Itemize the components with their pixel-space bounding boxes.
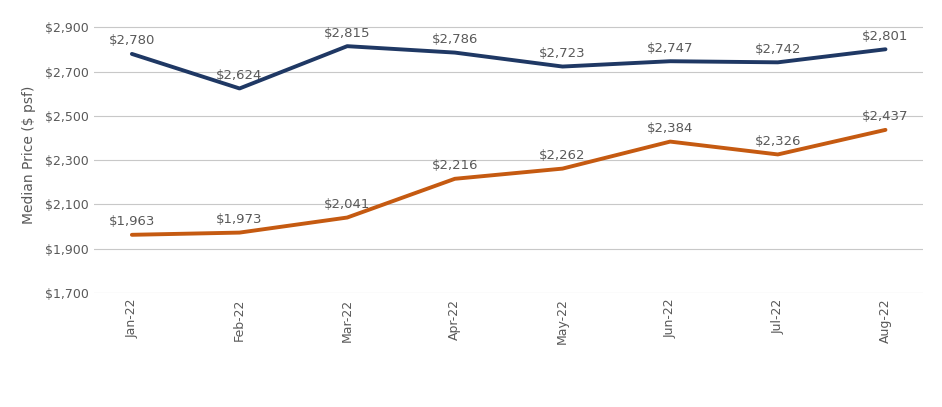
- Text: $2,801: $2,801: [862, 30, 909, 43]
- Text: $2,747: $2,747: [647, 42, 693, 55]
- CCR: [449, 50, 461, 55]
- Text: $2,384: $2,384: [647, 122, 693, 135]
- Text: $2,216: $2,216: [431, 159, 479, 172]
- Text: $2,786: $2,786: [431, 33, 478, 46]
- CCR: [880, 47, 891, 52]
- RCR: [664, 139, 675, 144]
- Text: $2,437: $2,437: [862, 110, 909, 123]
- RCR: [449, 176, 461, 181]
- Text: $2,780: $2,780: [108, 34, 155, 47]
- Text: $2,624: $2,624: [217, 69, 263, 82]
- Y-axis label: Median Price ($ psf): Median Price ($ psf): [23, 85, 37, 224]
- Text: $1,973: $1,973: [217, 213, 263, 226]
- CCR: [664, 59, 675, 63]
- RCR: [557, 166, 568, 171]
- Text: $1,963: $1,963: [108, 215, 155, 228]
- RCR: [772, 152, 784, 157]
- CCR: [557, 64, 568, 69]
- CCR: [772, 60, 784, 65]
- RCR: [342, 215, 353, 220]
- RCR: [234, 230, 245, 235]
- Line: CCR: CCR: [132, 46, 885, 88]
- CCR: [234, 86, 245, 91]
- CCR: [342, 44, 353, 48]
- CCR: [126, 51, 138, 56]
- Text: $2,723: $2,723: [539, 47, 586, 60]
- Text: $2,041: $2,041: [324, 198, 370, 211]
- Text: $2,815: $2,815: [324, 26, 370, 39]
- RCR: [880, 127, 891, 132]
- Line: RCR: RCR: [132, 130, 885, 235]
- Text: $2,742: $2,742: [755, 43, 801, 56]
- Text: $2,262: $2,262: [539, 149, 586, 162]
- Text: $2,326: $2,326: [755, 135, 801, 148]
- RCR: [126, 232, 138, 237]
